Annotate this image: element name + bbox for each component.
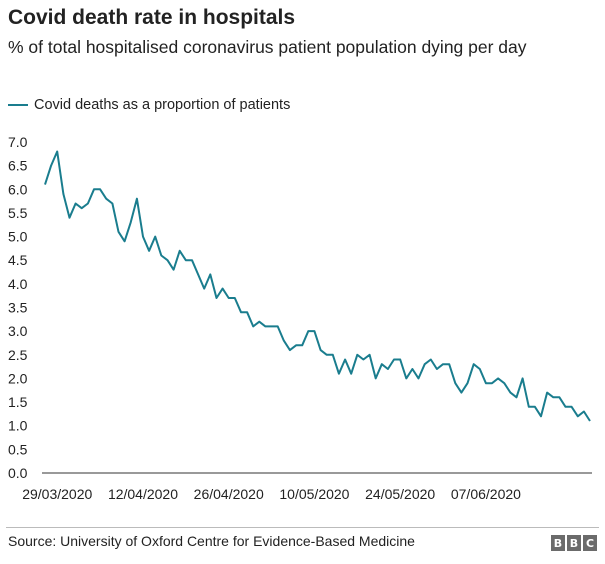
x-tick-label: 10/05/2020 — [279, 486, 349, 502]
y-tick-label: 2.5 — [8, 347, 28, 363]
y-tick-label: 4.5 — [8, 252, 28, 268]
y-tick-label: 2.0 — [8, 370, 28, 386]
legend-swatch — [8, 104, 28, 106]
logo-block-3: C — [583, 535, 597, 551]
y-tick-label: 3.0 — [8, 323, 28, 339]
y-tick-label: 5.5 — [8, 205, 28, 221]
logo-block-1: B — [551, 535, 565, 551]
logo-block-2: B — [567, 535, 581, 551]
y-tick-label: 0.5 — [8, 441, 28, 457]
x-tick-label: 07/06/2020 — [451, 486, 521, 502]
y-tick-label: 6.0 — [8, 181, 28, 197]
y-tick-label: 1.5 — [8, 394, 28, 410]
source-note: Source: University of Oxford Centre for … — [8, 533, 415, 549]
y-tick-label: 0.0 — [8, 465, 28, 481]
legend-label: Covid deaths as a proportion of patients — [34, 97, 291, 113]
y-tick-label: 1.0 — [8, 418, 28, 434]
y-tick-label: 3.5 — [8, 300, 28, 316]
x-tick-label: 24/05/2020 — [365, 486, 435, 502]
bbc-logo: B B C — [551, 535, 597, 551]
y-tick-label: 6.5 — [8, 158, 28, 174]
y-tick-label: 5.0 — [8, 229, 28, 245]
y-tick-label: 7.0 — [8, 134, 28, 150]
x-tick-label: 12/04/2020 — [108, 486, 178, 502]
x-tick-label: 26/04/2020 — [194, 486, 264, 502]
x-tick-label: 29/03/2020 — [22, 486, 92, 502]
series-line-covid-deaths — [44, 150, 591, 422]
legend: Covid deaths as a proportion of patients — [8, 97, 290, 113]
footer-divider — [6, 527, 599, 528]
chart-title: Covid death rate in hospitals — [8, 6, 296, 29]
y-tick-label: 4.0 — [8, 276, 28, 292]
chart-subtitle: % of total hospitalised coronavirus pati… — [8, 37, 527, 57]
line-chart: 0.0 0.5 1.0 1.5 2.0 2.5 3.0 3.5 4.0 4.5 5.0 5.5 6.0 6… — [8, 134, 592, 502]
